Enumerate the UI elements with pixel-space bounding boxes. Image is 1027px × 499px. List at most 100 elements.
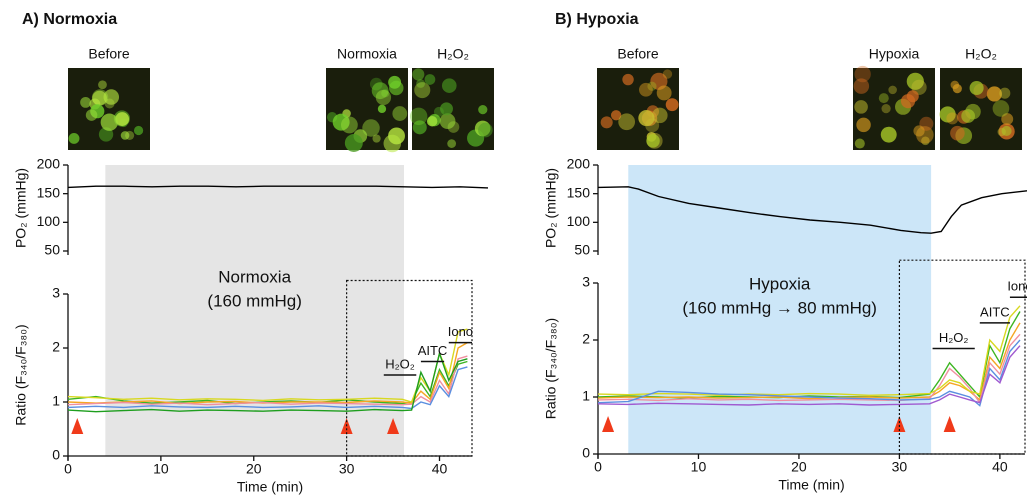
cell [618, 113, 636, 131]
cell [383, 134, 402, 153]
cell [440, 102, 453, 116]
x-axis-label: Time (min) [237, 479, 303, 495]
y-tick-label: 2 [52, 339, 60, 355]
trace [597, 339, 1021, 407]
cell [414, 82, 431, 99]
cell [600, 116, 613, 129]
y-tick-label: 100 [567, 213, 591, 229]
image-label: H₂O₂ [437, 46, 469, 62]
cell [371, 82, 389, 100]
cell [854, 65, 871, 83]
period-annotation: Hypoxia [749, 274, 811, 293]
cell [377, 104, 387, 114]
image-label: Before [88, 46, 129, 62]
x-axis-label: Time (min) [778, 477, 844, 493]
cell [878, 93, 889, 104]
shaded-period [628, 165, 932, 454]
stimulus-label: Iono [448, 324, 473, 339]
cell-image [68, 68, 150, 150]
trace [67, 366, 468, 410]
cell [921, 136, 930, 146]
cell [80, 96, 92, 108]
y-tick-label: 150 [37, 184, 61, 200]
cell [906, 72, 924, 90]
cell [610, 110, 622, 121]
stimulus-label: H₂O₂ [385, 356, 415, 371]
cell [125, 130, 135, 140]
trace [597, 345, 1021, 406]
y-tick-label: 1 [52, 393, 60, 409]
y-tick-label: 150 [567, 184, 591, 200]
stimulus-arrow [71, 418, 84, 434]
cell [68, 133, 80, 144]
x-tick-label: 10 [153, 461, 169, 477]
stimulus-arrow [602, 416, 615, 432]
zoom-box [898, 259, 1026, 455]
cell [375, 89, 392, 106]
cell [665, 98, 679, 112]
stimulus-label: AITC [980, 304, 1010, 319]
y-tick-label: 0 [582, 445, 590, 461]
cell [939, 106, 956, 123]
cell [906, 90, 919, 103]
cell [340, 116, 358, 134]
cell [662, 69, 673, 79]
cell [133, 125, 144, 136]
stimulus-label: H₂O₂ [939, 330, 969, 345]
y-tick-label: 0 [52, 447, 60, 463]
cell [854, 138, 865, 149]
y-tick-label: 100 [37, 213, 61, 229]
x-tick-label: 0 [64, 461, 72, 477]
cell [412, 68, 425, 81]
period-annotation: Normoxia [218, 267, 291, 286]
cell [409, 107, 428, 126]
image-label: H₂O₂ [965, 46, 997, 62]
y-tick-label: 3 [52, 285, 60, 301]
cell [478, 104, 488, 115]
cell [888, 85, 897, 95]
cell [1001, 113, 1014, 126]
cell [100, 113, 119, 131]
cell [950, 125, 965, 141]
stimulus-arrow [387, 418, 400, 434]
cell [946, 112, 959, 125]
cell [85, 109, 98, 121]
trace [67, 185, 489, 189]
cell-image [326, 68, 408, 153]
cell-image [597, 68, 679, 150]
cell [392, 106, 408, 121]
x-tick-label: 30 [339, 461, 355, 477]
panel-title: B) Hypoxia [555, 11, 639, 28]
image-label: Before [617, 46, 658, 62]
x-tick-label: 10 [691, 459, 707, 475]
y-tick-label: 2 [582, 331, 590, 347]
cell [961, 109, 976, 123]
cell [389, 80, 404, 96]
y-axis-label: PO₂ (mmHg) [543, 168, 559, 248]
cell [426, 116, 438, 127]
cell [656, 85, 672, 101]
panel-title: A) Normoxia [22, 11, 117, 28]
y-tick-label: 1 [582, 388, 590, 404]
cell [104, 98, 115, 109]
stimulus-arrow [943, 416, 956, 432]
cell [853, 78, 870, 94]
y-axis-label: Ratio (F₃₄₀/F₃₈₀) [543, 318, 559, 419]
trace [67, 341, 468, 405]
cell [646, 134, 660, 148]
cell [344, 134, 363, 152]
cell [969, 80, 984, 96]
cell [439, 113, 456, 130]
cell [913, 125, 925, 137]
cell-image [939, 68, 1022, 150]
cell [622, 73, 634, 86]
stimulus-label: AITC [418, 343, 448, 358]
y-tick-label: 50 [44, 242, 60, 258]
cell [639, 82, 653, 97]
cell [986, 86, 1002, 102]
x-tick-label: 20 [246, 461, 262, 477]
stimulus-arrow [893, 416, 906, 432]
cell [332, 113, 350, 131]
cell [120, 131, 130, 140]
